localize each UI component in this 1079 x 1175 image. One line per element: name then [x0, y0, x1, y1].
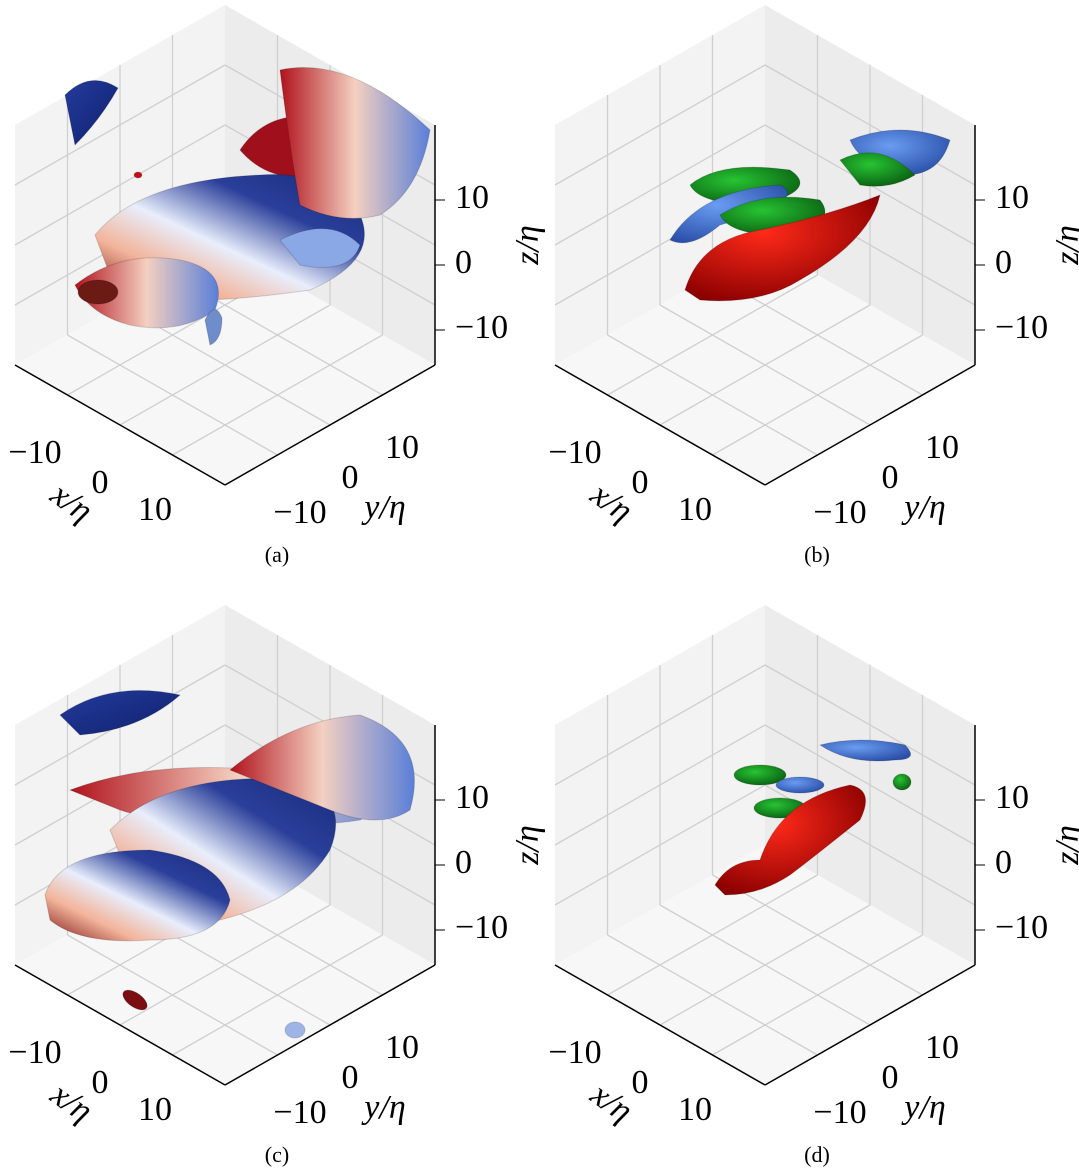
y-tick-label: −10 [813, 494, 866, 531]
grid-line [712, 874, 923, 996]
isosurface [714, 784, 867, 896]
x-tick-label: 10 [138, 491, 172, 528]
axis-line [14, 364, 226, 486]
z-tick-label: −10 [995, 909, 1048, 946]
axis-line [554, 964, 766, 1086]
z-tick-label: −10 [455, 309, 508, 346]
x-tick-label: 10 [138, 1091, 172, 1128]
isosurface [122, 989, 148, 1011]
isosurface [64, 80, 119, 147]
y-tick-label: 10 [925, 429, 959, 466]
grid-line [712, 934, 923, 1056]
x-tick-label: −10 [8, 1034, 61, 1071]
z-tick-label: 10 [995, 179, 1029, 216]
isosurface [279, 67, 431, 219]
x-tick-label: 0 [632, 1064, 649, 1101]
isosurface [284, 1021, 306, 1039]
y-tick-label: 0 [882, 459, 899, 496]
z-tick-label: 0 [455, 844, 472, 881]
z-tick-label: 0 [995, 244, 1012, 281]
isosurface [818, 739, 912, 762]
z-axis-label: z/η [1049, 825, 1079, 866]
x-tick-label: −10 [548, 434, 601, 471]
grid-line [554, 784, 766, 906]
x-tick-label: 0 [632, 464, 649, 501]
caption: (c) [265, 1142, 289, 1167]
y-axis-label: y/η [901, 489, 945, 526]
isosurface [77, 279, 119, 305]
y-tick-label: −10 [813, 1094, 866, 1131]
grid-line [172, 934, 383, 1056]
caption: (d) [804, 1142, 830, 1167]
y-axis-label: y/η [901, 1089, 945, 1126]
axis-line [14, 964, 226, 1086]
z-tick-label: −10 [455, 909, 508, 946]
y-tick-label: 10 [925, 1029, 959, 1066]
y-tick-label: 0 [342, 1059, 359, 1096]
z-tick-label: 10 [455, 179, 489, 216]
surfaces [669, 129, 951, 302]
surfaces [64, 67, 431, 346]
y-tick-label: 10 [385, 1029, 419, 1066]
grid-line [659, 304, 871, 426]
z-tick-label: 0 [455, 244, 472, 281]
grid-line [712, 334, 923, 456]
isosurface [59, 690, 182, 736]
x-tick-label: 10 [678, 1091, 712, 1128]
z-axis-label: z/η [509, 225, 546, 266]
isosurface [839, 152, 916, 187]
axis-line [224, 364, 436, 486]
y-tick-label: 0 [342, 459, 359, 496]
caption: (b) [804, 542, 830, 567]
axis-line [764, 364, 976, 486]
z-axis-label: z/η [1049, 225, 1079, 266]
y-tick-label: −10 [273, 1094, 326, 1131]
axis-line [554, 364, 766, 486]
y-axis-label: y/η [361, 489, 405, 526]
z-tick-label: −10 [995, 309, 1048, 346]
isosurface [279, 228, 361, 268]
isosurface [892, 773, 912, 791]
isosurface [775, 776, 825, 794]
surfaces [44, 690, 415, 1039]
isosurface [733, 764, 787, 786]
axis-line [764, 964, 976, 1086]
grid-line [659, 904, 871, 1026]
x-tick-label: 10 [678, 491, 712, 528]
z-tick-label: 10 [995, 779, 1029, 816]
grid-line [119, 904, 331, 1026]
z-tick-label: 10 [455, 779, 489, 816]
grid-line [119, 304, 331, 426]
isosurface [133, 171, 143, 179]
z-tick-label: 0 [995, 844, 1012, 881]
x-tick-label: −10 [8, 434, 61, 471]
y-axis-label: y/η [361, 1089, 405, 1126]
isosurface [204, 309, 223, 346]
y-tick-label: 0 [882, 1059, 899, 1096]
isosurface [229, 714, 415, 821]
y-tick-label: −10 [273, 494, 326, 531]
x-tick-label: −10 [548, 1034, 601, 1071]
y-tick-label: 10 [385, 429, 419, 466]
x-tick-label: 0 [92, 1064, 109, 1101]
grid-line [172, 334, 383, 456]
x-tick-label: 0 [92, 464, 109, 501]
isosurface [684, 194, 881, 302]
surfaces [714, 739, 912, 896]
isosurface [44, 849, 231, 942]
z-axis-label: z/η [509, 825, 546, 866]
caption: (a) [265, 542, 289, 567]
axis-line [224, 964, 436, 1086]
